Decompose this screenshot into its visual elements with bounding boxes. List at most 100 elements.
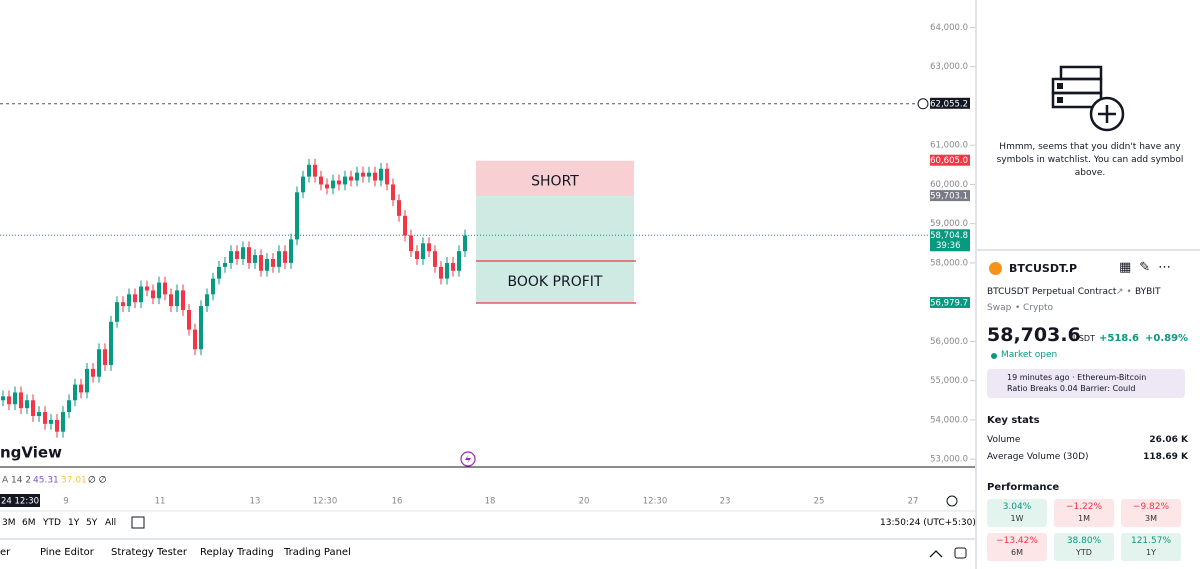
performance-cell[interactable]: −13.42% 6M: [987, 533, 1047, 561]
candle-body: [205, 294, 209, 307]
tab[interactable]: Replay Trading: [200, 547, 274, 558]
lightning-icon: [465, 454, 471, 464]
range-button[interactable]: 6M: [22, 518, 36, 528]
performance-cell[interactable]: 38.80% YTD: [1054, 533, 1114, 561]
price-tag: [930, 296, 970, 308]
candle-body: [349, 176, 353, 181]
candle-body: [1, 396, 5, 401]
price-label: 64,000.0: [930, 23, 968, 33]
cursor-time: 24 12:30: [1, 497, 39, 507]
candle-body: [55, 419, 59, 432]
range-button[interactable]: All: [105, 518, 117, 528]
change-pct: +0.89%: [1145, 333, 1189, 344]
time-label: 23: [720, 497, 731, 507]
market-status: Market open: [1001, 350, 1058, 360]
candle-body: [247, 247, 251, 263]
short-label: SHORT: [531, 173, 579, 189]
candle-body: [331, 180, 335, 189]
candle-body: [73, 384, 77, 401]
tab[interactable]: Strategy Tester: [111, 547, 187, 558]
candle-body: [313, 164, 317, 177]
candle-body: [235, 251, 239, 260]
tab[interactable]: Trading Panel: [284, 547, 351, 558]
candle-body: [121, 302, 125, 307]
stat-value: 26.06 K: [1149, 435, 1188, 445]
range-button[interactable]: 3M: [2, 518, 16, 528]
ticker[interactable]: BTCUSDT.P: [1009, 262, 1078, 275]
change: +518.6: [1099, 333, 1140, 344]
cursor-time-bg: [0, 494, 40, 507]
performance-period: 6M: [1011, 548, 1023, 557]
price-label: 63,000.0: [930, 62, 968, 72]
maximize-icon[interactable]: [954, 547, 967, 559]
time-label: 9: [63, 497, 68, 507]
performance-cell[interactable]: −1.22% 1M: [1054, 499, 1114, 527]
range-button[interactable]: 5Y: [86, 518, 98, 528]
candle-body: [271, 259, 275, 267]
candle-body: [103, 349, 107, 365]
price-tag-label: 59,703.1: [930, 192, 968, 202]
performance-cell[interactable]: 3.04% 1W: [987, 499, 1047, 527]
indicator-text: ∅ ∅: [88, 476, 107, 486]
profit-zone: [476, 196, 634, 303]
performance-value: 121.57%: [1130, 536, 1172, 546]
symbol-actions[interactable]: ▦✎⋯: [1119, 260, 1180, 275]
last-price: 58,703.6: [987, 324, 1081, 346]
separator: [977, 249, 1200, 251]
time-label: 12:30: [643, 497, 668, 507]
news-box[interactable]: 19 minutes ago · Ethereum-Bitcoin Ratio …: [987, 369, 1185, 398]
candle-body: [115, 302, 119, 322]
candle-body: [13, 392, 17, 405]
short-zone: [476, 160, 634, 197]
candle-body: [19, 392, 23, 409]
candle-body: [421, 243, 425, 260]
candle-body: [67, 400, 71, 413]
price-label: 53,000.0: [930, 455, 968, 465]
candle-body: [199, 306, 203, 350]
candle-body: [43, 412, 47, 424]
lightning-icon[interactable]: [460, 451, 476, 467]
candle-body: [259, 255, 263, 271]
news-headline[interactable]: 19 minutes ago · Ethereum-Bitcoin Ratio …: [1007, 373, 1147, 393]
symbol-name: BTCUSDT Perpetual Contract: [987, 287, 1117, 297]
performance-title: Performance: [987, 482, 1060, 493]
candle-body: [289, 239, 293, 263]
performance-value: −13.42%: [996, 536, 1038, 546]
candle-body: [193, 329, 197, 350]
candle-body: [265, 259, 269, 271]
candle-body: [169, 294, 173, 307]
performance-cell[interactable]: 121.57% 1Y: [1121, 533, 1181, 561]
price-tag-label: 60,605.0: [930, 156, 968, 166]
tab[interactable]: er: [0, 547, 11, 558]
crosshair-plus: [917, 98, 929, 110]
candle-body: [25, 400, 29, 409]
calendar-icon[interactable]: [131, 516, 145, 529]
performance-value: 3.04%: [1002, 502, 1032, 512]
status-dot: [991, 353, 997, 359]
candle-body: [175, 290, 179, 307]
candle-body: [253, 255, 257, 263]
candle-body: [85, 368, 89, 393]
candle-body: [337, 180, 341, 185]
candle-body: [7, 396, 11, 405]
performance-value: −9.82%: [1132, 502, 1170, 512]
time-label: 11: [155, 497, 166, 507]
right-panel: Hmmm, seems that you didn't have any sym…: [975, 0, 1200, 569]
settings-icon[interactable]: [946, 495, 958, 507]
candle-body: [439, 266, 443, 279]
candle-body: [157, 282, 161, 299]
collapse-icon[interactable]: [929, 550, 943, 558]
indicator-text: A 14 2: [2, 476, 31, 486]
range-button[interactable]: 1Y: [68, 518, 80, 528]
performance-cell[interactable]: −9.82% 3M: [1121, 499, 1181, 527]
candle-body: [373, 172, 377, 181]
candle-body: [463, 235, 467, 252]
range-button[interactable]: YTD: [43, 518, 61, 528]
performance-period: YTD: [1076, 548, 1092, 557]
profit-label: BOOK PROFIT: [508, 274, 603, 290]
tab[interactable]: Pine Editor: [40, 547, 94, 558]
candle-body: [145, 286, 149, 291]
price-tag: [930, 154, 970, 166]
time-label: 12:30: [313, 497, 338, 507]
